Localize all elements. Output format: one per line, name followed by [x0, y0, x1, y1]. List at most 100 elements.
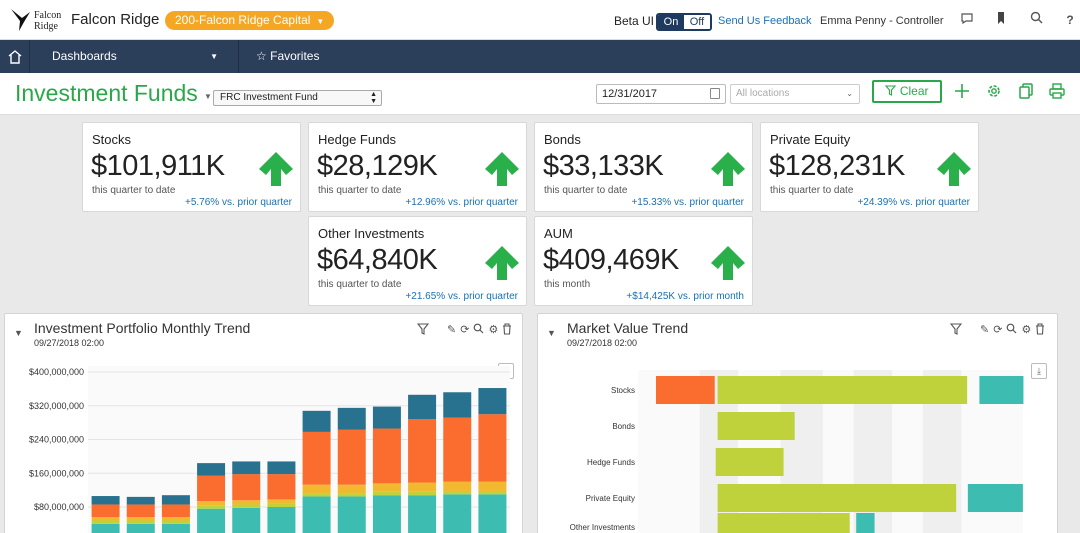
toggle-on[interactable]: On [658, 15, 684, 29]
refresh-icon[interactable]: ⟳ [460, 324, 470, 336]
y-tick-label: $80,000,000 [34, 502, 84, 512]
filter-icon[interactable] [949, 323, 963, 337]
search-icon[interactable] [1006, 323, 1017, 337]
feedback-link[interactable]: Send Us Feedback [718, 15, 812, 27]
bar-segment [91, 517, 120, 521]
kpi-name: AUM [544, 226, 573, 241]
entity-selector[interactable]: 200-Falcon Ridge Capital ▼ [165, 11, 335, 30]
edit-icon[interactable]: ✎ [447, 324, 457, 336]
bar-segment [443, 494, 472, 533]
arrow-up-icon [937, 152, 971, 186]
gear-icon[interactable]: ⚙ [1021, 324, 1032, 336]
bar-segment [979, 376, 1024, 404]
date-input[interactable]: 12/31/2017 [596, 84, 726, 104]
favorites-menu[interactable]: ☆ Favorites [256, 40, 319, 73]
kpi-card-aum[interactable]: AUM $409,469K this month +$14,425K vs. p… [534, 216, 753, 306]
bar-segment [126, 496, 155, 505]
bookmark-icon[interactable] [992, 11, 1010, 29]
trash-icon[interactable] [502, 323, 512, 337]
bar-segment [161, 520, 190, 524]
kpi-card-private-equity[interactable]: Private Equity $128,231K this quarter to… [760, 122, 979, 212]
panel-title: Investment Portfolio Monthly Trend [34, 320, 251, 336]
plot-area [638, 370, 1023, 533]
category-label: Stocks [611, 386, 635, 395]
bar-segment [302, 484, 331, 494]
bar-segment [443, 417, 472, 482]
bar-segment [717, 513, 850, 533]
market-value-panel: ▼ Market Value Trend 09/27/2018 02:00 ✎ … [537, 313, 1058, 533]
bar-segment [372, 491, 401, 496]
bar-segment [717, 412, 795, 440]
bar-segment [337, 407, 366, 430]
trash-icon[interactable] [1035, 323, 1045, 337]
bar-segment [337, 493, 366, 497]
toggle-off[interactable]: Off [684, 15, 710, 29]
grid-band [780, 370, 823, 533]
calendar-icon[interactable] [710, 88, 720, 99]
bar-segment [337, 496, 366, 533]
kpi-card-bonds[interactable]: Bonds $33,133K this quarter to date +15.… [534, 122, 753, 212]
gear-icon[interactable]: ⚙ [488, 324, 499, 336]
grid-band [699, 370, 739, 533]
fund-select[interactable]: FRC Investment Fund ▲ ▼ [213, 90, 382, 106]
select-arrows-icon: ▲ ▼ [370, 91, 377, 105]
clear-filter-button[interactable]: Clear [872, 80, 942, 103]
help-icon[interactable]: ? [1066, 13, 1074, 27]
bar-segment [478, 490, 507, 495]
locations-placeholder: All locations [736, 88, 790, 99]
bar-segment [856, 513, 875, 533]
beta-ui-toggle[interactable]: On Off [656, 13, 712, 31]
kpi-period: this month [544, 279, 591, 290]
kpi-card-hedge-funds[interactable]: Hedge Funds $28,129K this quarter to dat… [308, 122, 527, 212]
home-button[interactable] [0, 40, 30, 73]
download-icon[interactable]: ⤓ [1031, 363, 1047, 379]
star-icon: ☆ [256, 49, 267, 63]
bar-segment [197, 501, 226, 506]
locations-select[interactable]: All locations ⌄ [730, 84, 860, 104]
title-dropdown-icon[interactable]: ▼ [204, 92, 212, 101]
bar-segment [408, 491, 437, 496]
panel-date: 09/27/2018 02:00 [34, 338, 105, 348]
kpi-name: Hedge Funds [318, 132, 397, 147]
edit-icon[interactable]: ✎ [980, 324, 990, 336]
add-icon[interactable] [952, 82, 972, 102]
kpi-card-stocks[interactable]: Stocks $101,911K this quarter to date +5… [82, 122, 301, 212]
user-menu[interactable]: Emma Penny - Controller [820, 15, 944, 27]
gear-icon[interactable] [984, 82, 1004, 102]
chat-icon[interactable] [958, 11, 976, 29]
filter-icon[interactable] [416, 323, 430, 337]
y-tick-label: $160,000,000 [29, 468, 84, 478]
bar-segment [408, 394, 437, 420]
download-icon[interactable]: ⤓ [498, 363, 514, 379]
logo-text: Falcon Ridge [34, 10, 62, 32]
home-icon [8, 50, 21, 64]
bar-segment [302, 431, 331, 485]
print-icon[interactable] [1047, 82, 1067, 102]
bar-segment [91, 496, 120, 505]
copy-icon[interactable] [1016, 82, 1036, 102]
bar-segment [478, 414, 507, 482]
bar-segment [478, 481, 507, 491]
bar-segment [267, 507, 296, 533]
kpi-value: $409,469K [543, 244, 679, 276]
search-icon[interactable] [473, 323, 484, 337]
bar-segment [372, 495, 401, 533]
kpi-value: $64,840K [317, 244, 438, 276]
logo[interactable]: Falcon Ridge [10, 6, 66, 34]
kpi-card-other-investments[interactable]: Other Investments $64,840K this quarter … [308, 216, 527, 306]
nav-bar: Dashboards ▼ ☆ Favorites [0, 40, 1080, 73]
dashboards-menu[interactable]: Dashboards ▼ [31, 40, 239, 73]
collapse-icon[interactable]: ▼ [14, 328, 23, 338]
search-icon[interactable] [1027, 11, 1045, 29]
arrow-up-icon [485, 246, 519, 280]
bar-segment [443, 392, 472, 418]
bar-segment [232, 474, 261, 501]
bar-segment [443, 481, 472, 491]
bar-segment [267, 503, 296, 507]
collapse-icon[interactable]: ▼ [547, 328, 556, 338]
kpi-delta: +5.76% vs. prior quarter [185, 197, 292, 208]
bar-segment [197, 475, 226, 502]
refresh-icon[interactable]: ⟳ [993, 324, 1003, 336]
beta-ui-label: Beta UI [614, 14, 655, 28]
grid-band [853, 370, 893, 533]
